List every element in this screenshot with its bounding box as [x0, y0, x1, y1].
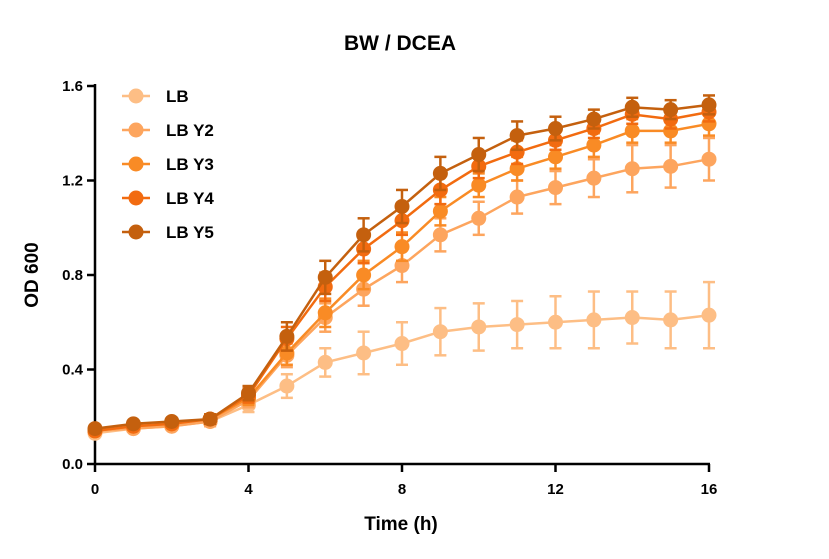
data-point: [356, 227, 372, 243]
chart-title: BW / DCEA: [344, 32, 456, 55]
legend-marker: [128, 190, 144, 206]
data-point: [509, 144, 525, 160]
legend-item: LB Y3: [122, 155, 214, 174]
legend-label: LB: [166, 87, 189, 106]
y-tick-label: 1.6: [62, 78, 83, 95]
legend-label: LB Y3: [166, 155, 214, 174]
legend-item: LB: [122, 87, 189, 106]
y-tick-label: 1.2: [62, 173, 83, 190]
x-axis-title: Time (h): [364, 514, 438, 535]
data-point: [701, 97, 717, 113]
x-tick-label: 8: [398, 481, 406, 498]
data-point: [586, 170, 602, 186]
data-point: [394, 198, 410, 214]
legend-item: LB Y4: [122, 189, 214, 208]
data-point: [663, 123, 679, 139]
legend-label: LB Y5: [166, 223, 214, 242]
data-point: [279, 378, 295, 394]
x-tick-label: 12: [547, 481, 564, 498]
series-lb-y5: [87, 94, 717, 437]
legend-marker: [128, 88, 144, 104]
data-point: [663, 102, 679, 118]
data-point: [317, 269, 333, 285]
y-axis-title: OD 600: [22, 242, 43, 307]
legend: LB LB Y2 LB Y3 LB Y4 LB Y5: [122, 87, 214, 242]
data-point: [432, 165, 448, 181]
data-point: [509, 128, 525, 144]
data-point: [701, 151, 717, 167]
data-point: [586, 111, 602, 127]
data-point: [125, 416, 141, 432]
data-point: [471, 210, 487, 226]
data-point: [548, 314, 563, 330]
data-point: [663, 158, 679, 174]
axes-group: 0.0 0.4 0.8 1.2 1.6 0 4 8 12 16: [62, 78, 717, 498]
data-point: [394, 336, 410, 352]
data-point: [548, 180, 563, 196]
data-point: [509, 317, 525, 333]
data-point: [471, 177, 487, 193]
y-tick-label: 0.4: [62, 362, 84, 379]
data-point: [317, 305, 333, 321]
data-point: [586, 312, 602, 328]
data-point: [432, 324, 448, 340]
y-tick-label: 0.0: [62, 456, 83, 473]
data-point: [317, 354, 333, 370]
data-point: [394, 239, 410, 255]
data-point: [586, 137, 602, 153]
data-point: [548, 149, 563, 165]
data-point: [624, 99, 640, 115]
data-point: [624, 123, 640, 139]
legend-label: LB Y4: [166, 189, 214, 208]
data-point: [548, 121, 563, 137]
data-point: [432, 203, 448, 219]
legend-marker: [128, 156, 144, 172]
data-point: [624, 310, 640, 326]
data-point: [202, 411, 218, 427]
data-point: [356, 345, 372, 361]
data-point: [164, 413, 180, 429]
y-tick-label: 0.8: [62, 267, 83, 284]
data-point: [509, 189, 525, 205]
data-point: [241, 385, 256, 401]
data-point: [432, 227, 448, 243]
data-point: [279, 345, 295, 361]
data-point: [279, 328, 295, 344]
data-point: [87, 421, 103, 437]
data-point: [471, 147, 487, 163]
legend-item: LB Y5: [122, 223, 214, 242]
series-lb: [87, 280, 717, 441]
series-group: [87, 94, 717, 441]
data-point: [624, 161, 640, 177]
x-tick-label: 16: [701, 481, 718, 498]
legend-marker: [128, 122, 144, 138]
data-point: [701, 307, 717, 323]
data-point: [663, 312, 679, 328]
data-point: [471, 319, 487, 335]
x-tick-label: 0: [91, 481, 99, 498]
data-point: [701, 116, 717, 132]
data-point: [356, 267, 372, 283]
legend-label: LB Y2: [166, 121, 214, 140]
x-tick-label: 4: [244, 481, 253, 498]
legend-marker: [128, 224, 144, 240]
legend-item: LB Y2: [122, 121, 214, 140]
series-lb-y2: [87, 136, 717, 439]
